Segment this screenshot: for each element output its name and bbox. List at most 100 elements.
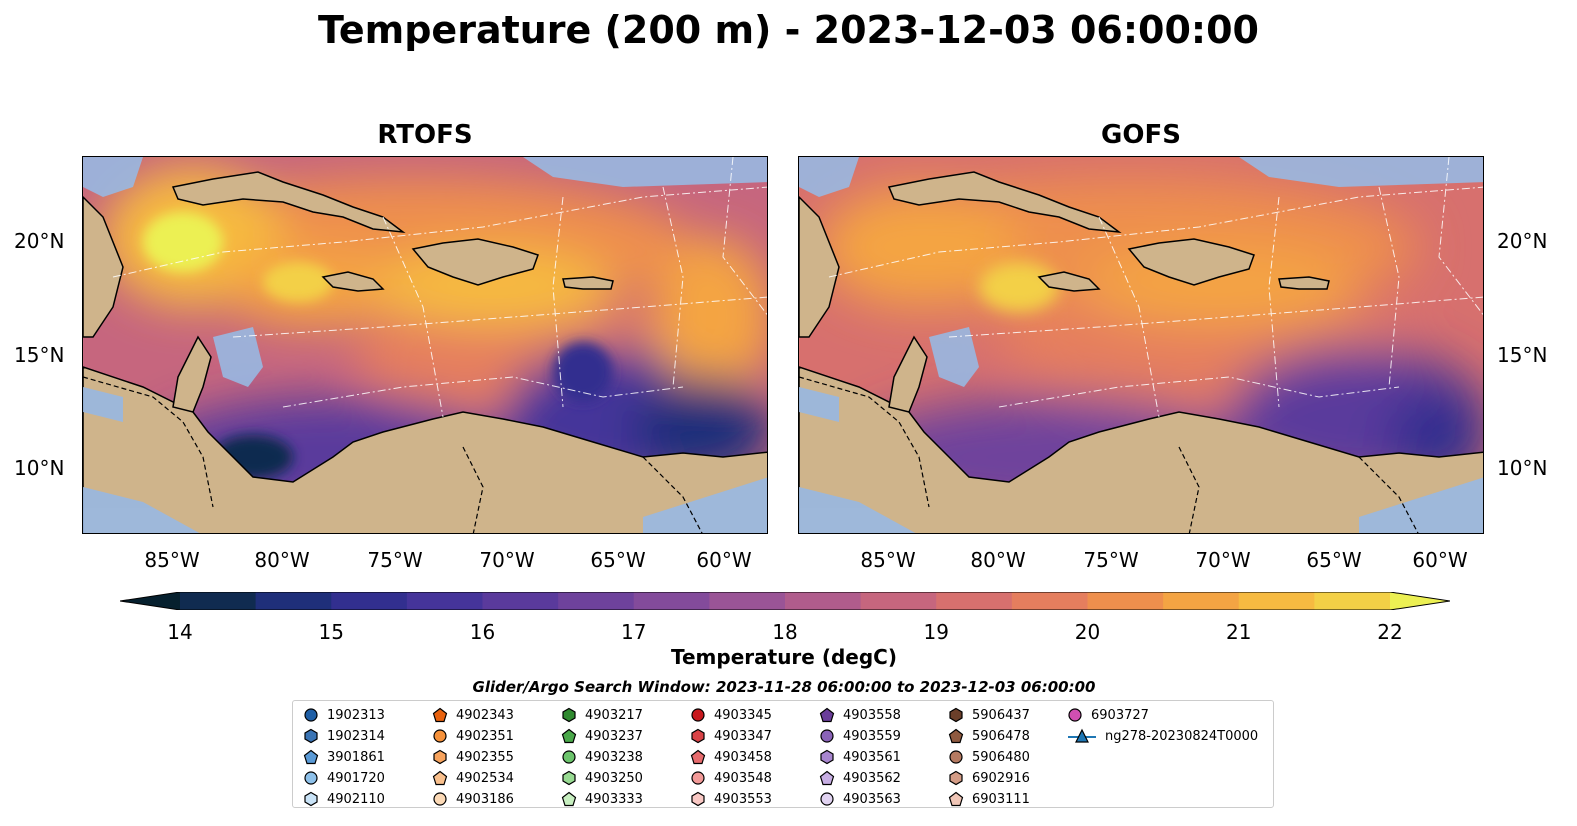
legend-item: 4902534 (432, 768, 514, 788)
float-marker-icon (432, 770, 448, 786)
float-marker-icon (949, 750, 963, 764)
legend-item: 5906437 (948, 705, 1030, 725)
lon-label-left-85w: 85°W (144, 548, 200, 572)
lon-label-right-75w: 75°W (1083, 548, 1139, 572)
colorbar-segment (785, 592, 862, 610)
legend-label: 4902534 (456, 770, 514, 786)
colorbar-segment (558, 592, 635, 610)
float-marker-icon (304, 791, 318, 807)
legend-item: 4903345 (690, 705, 772, 725)
lon-label-left-70w: 70°W (479, 548, 535, 572)
legend-label: 4903458 (714, 749, 772, 765)
eez-boundaries (828, 157, 1483, 418)
float-marker-icon (561, 791, 577, 807)
lat-label-right-10n: 10°N (1497, 456, 1548, 480)
legend-label: 4903186 (456, 791, 514, 807)
glider-track-icon (1068, 728, 1096, 743)
colorbar-segment (709, 592, 786, 610)
lon-label-left-65w: 65°W (590, 548, 646, 572)
colorbar-segment (482, 592, 559, 610)
float-marker-icon (691, 771, 705, 785)
border-dashes (83, 376, 703, 533)
colorbar-label: Temperature (degC) (671, 645, 897, 669)
legend-item: 6903727 (1067, 705, 1149, 725)
colorbar-segment (406, 592, 483, 610)
legend-label: 4903561 (843, 749, 901, 765)
float-marker-icon (949, 770, 963, 786)
float-marker-icon (691, 791, 705, 807)
rtofs-map-svg (83, 157, 767, 533)
legend-label: 4903553 (714, 791, 772, 807)
float-marker-icon (949, 707, 963, 723)
panel-title-rtofs: RTOFS (377, 120, 473, 150)
float-marker-icon (433, 792, 447, 806)
lat-label-right-15n: 15°N (1497, 343, 1548, 367)
legend-item: 4903458 (690, 747, 772, 767)
legend-label: 4901720 (327, 770, 385, 786)
colorbar-segment (860, 592, 937, 610)
float-marker-icon (691, 708, 705, 722)
shelf (83, 157, 767, 533)
legend-item: 4903561 (819, 747, 901, 767)
colorbar-segment (1163, 592, 1240, 610)
legend-item: ng278-20230824T0000 (1067, 726, 1258, 746)
panel-title-gofs: GOFS (1101, 120, 1181, 150)
legend-item: 4902343 (432, 705, 514, 725)
colorbar-tick-label: 15 (318, 620, 344, 644)
legend-item: 4903238 (561, 747, 643, 767)
float-marker-icon (820, 749, 834, 765)
colorbar-segment (180, 592, 257, 610)
legend-item: 4902355 (432, 747, 514, 767)
lon-label-right-60w: 60°W (1412, 548, 1468, 572)
colorbar-tick-label: 16 (469, 620, 496, 644)
float-marker-icon (819, 770, 835, 786)
legend-item: 4903548 (690, 768, 772, 788)
float-marker-icon (1068, 708, 1082, 722)
legend-label: 5906478 (972, 728, 1030, 744)
legend-label: 4903562 (843, 770, 901, 786)
float-marker-icon (304, 728, 318, 744)
legend-label: 4903548 (714, 770, 772, 786)
legend-item: 1902314 (303, 726, 385, 746)
lat-label-left-15n: 15°N (14, 343, 65, 367)
legend-label: 6903111 (972, 791, 1030, 807)
lon-label-right-65w: 65°W (1306, 548, 1362, 572)
float-marker-icon (562, 770, 576, 786)
colorbar-tick-label: 22 (1377, 620, 1403, 644)
shelf (799, 157, 1483, 533)
legend-item: 4902351 (432, 726, 514, 746)
legend-label: 1902314 (327, 728, 385, 744)
float-marker-icon (948, 728, 964, 744)
legend-item: 4901720 (303, 768, 385, 788)
legend-label: 6903727 (1091, 707, 1149, 723)
colorbar-tick-label: 14 (167, 620, 193, 644)
legend-label: 5906480 (972, 749, 1030, 765)
colorbar-segment (1087, 592, 1164, 610)
lon-label-left-80w: 80°W (254, 548, 310, 572)
legend-item: 4903333 (561, 789, 643, 809)
colorbar-tick-label: 19 (923, 620, 949, 644)
float-marker-icon (562, 707, 576, 723)
legend-label: 4902351 (456, 728, 514, 744)
colorbar-extend-low (120, 592, 180, 610)
legend-label: 5906437 (972, 707, 1030, 723)
colorbar-segment (331, 592, 408, 610)
colorbar-tick-label: 21 (1226, 620, 1252, 644)
land (799, 171, 1483, 533)
lon-label-left-60w: 60°W (696, 548, 752, 572)
legend-item: 6902916 (948, 768, 1030, 788)
eez-boundaries (112, 157, 767, 418)
legend-item: 4903559 (819, 726, 901, 746)
gofs-map-svg (799, 157, 1483, 533)
colorbar-segment (633, 592, 710, 610)
colorbar-segment (255, 592, 332, 610)
legend-item: 4903553 (690, 789, 772, 809)
float-marker-icon (433, 749, 447, 765)
colorbar-extend-high (1390, 592, 1450, 610)
legend-label: 4902355 (456, 749, 514, 765)
legend-item: 4903250 (561, 768, 643, 788)
legend-item: 5906480 (948, 747, 1030, 767)
lat-label-right-20n: 20°N (1497, 229, 1548, 253)
legend-label: 6902916 (972, 770, 1030, 786)
legend-item: 5906478 (948, 726, 1030, 746)
